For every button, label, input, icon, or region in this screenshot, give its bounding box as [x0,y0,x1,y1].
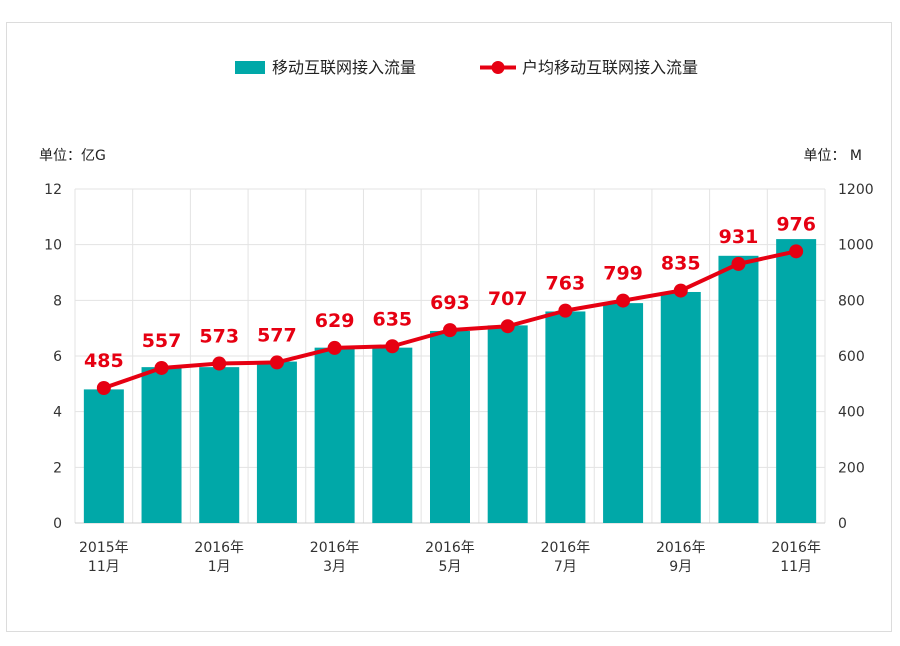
y-left-tick-label: 12 [44,182,62,198]
bar-series [83,239,817,524]
axis-ticks: 0 2 4 6 8 10 12 0 200 400 600 800 1000 1200 2015年 11月 20… [44,182,873,575]
bar [256,361,297,523]
data-label: 799 [603,263,643,285]
bar [372,347,413,523]
bar [199,367,240,523]
data-label: 931 [719,226,759,248]
data-label: 629 [315,310,355,332]
x-tick-label-year: 2016年 [541,540,591,556]
x-tick-label-month: 1月 [208,559,231,575]
y-left-tick-label: 6 [53,349,62,365]
bar [314,347,355,523]
legend-line-marker [491,61,505,74]
line-point [616,293,631,308]
left-axis-unit: 单位：亿G [39,148,106,164]
y-right-tick-label: 0 [838,516,847,532]
line-point [385,339,400,354]
data-label: 693 [430,292,470,314]
y-right-tick-label: 1000 [838,238,874,254]
data-label: 763 [546,273,586,295]
bar [83,389,124,523]
x-tick-label-month: 5月 [439,559,462,575]
y-right-tick-label: 200 [838,460,865,476]
legend-bar-swatch [235,61,265,74]
line-point [731,256,746,271]
x-tick-label-month: 9月 [669,559,692,575]
y-left-tick-label: 2 [53,460,62,476]
y-left-tick-label: 0 [53,516,62,532]
bar [718,255,759,524]
y-right-tick-label: 600 [838,349,865,365]
legend-bar-label[interactable]: 移动互联网接入流量 [272,58,416,77]
x-tick-label-year: 2015年 [79,540,129,556]
data-label: 573 [199,326,239,348]
x-tick-label-month: 11月 [88,559,120,575]
line-point [327,340,342,355]
y-left-tick-label: 10 [44,238,62,254]
y-right-tick-label: 400 [838,405,865,421]
bar [660,291,701,523]
y-right-tick-label: 800 [838,293,865,309]
line-point [269,355,284,370]
data-label: 835 [661,253,701,275]
x-tick-label-year: 2016年 [771,540,821,556]
chart-frame [6,22,892,632]
x-tick-label-month: 11月 [780,559,812,575]
legend-line-label[interactable]: 户均移动互联网接入流量 [522,58,698,77]
bar [545,311,586,523]
y-left-tick-label: 8 [53,293,62,309]
line-point [154,360,169,375]
line-point [212,356,227,371]
bar [487,325,528,523]
x-tick-label-year: 2016年 [310,540,360,556]
line-point [789,244,804,259]
data-label: 577 [257,324,297,346]
x-tick-label-month: 7月 [554,559,577,575]
data-label: 976 [776,213,816,235]
line-point [673,283,688,298]
x-tick-label-year: 2016年 [656,540,706,556]
y-right-tick-label: 1200 [838,182,874,198]
y-left-tick-label: 4 [53,405,62,421]
line-point [443,323,457,338]
line-point [96,381,111,396]
bar [776,239,817,523]
line-point [558,303,573,318]
x-tick-label-month: 3月 [323,559,346,575]
x-tick-label-year: 2016年 [194,540,244,556]
x-tick-label-year: 2016年 [425,540,475,556]
bar [430,330,470,523]
bar [141,367,182,523]
data-label: 707 [488,288,528,310]
right-axis-unit: 单位： M [803,148,862,164]
data-label: 485 [84,350,124,372]
line-point [500,319,515,334]
bar [603,303,644,523]
line-series: 485 557 573 577 629 635 693 707 763 799 835 931 976 [84,213,816,396]
data-label: 635 [372,308,412,330]
data-label: 557 [142,330,182,352]
